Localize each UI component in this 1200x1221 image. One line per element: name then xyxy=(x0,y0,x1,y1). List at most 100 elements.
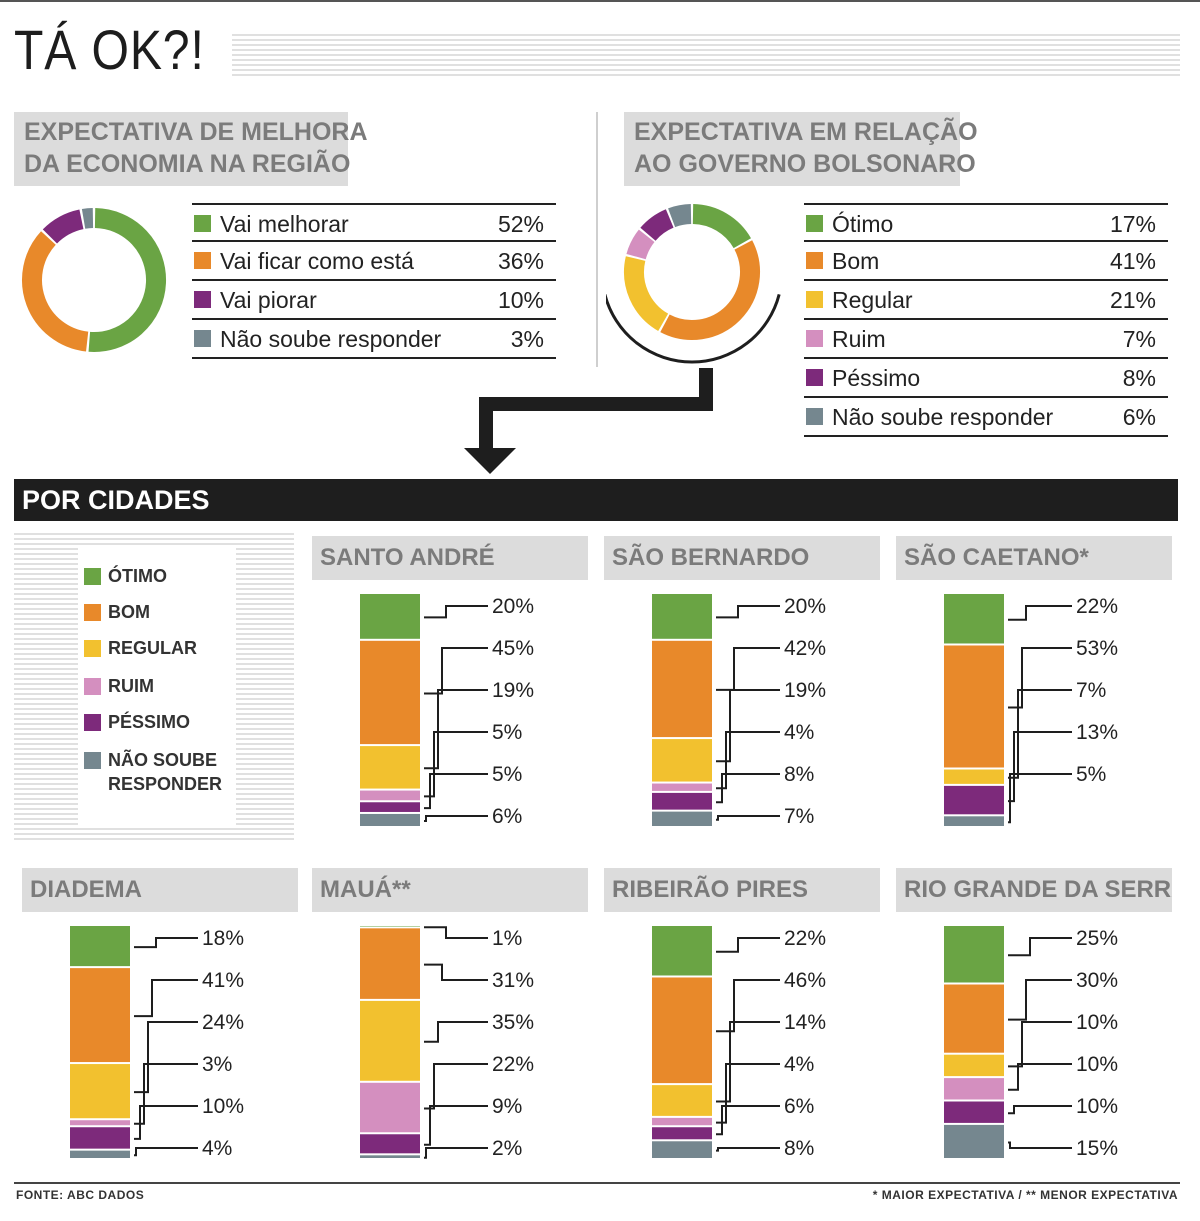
data-label-regular: 14% xyxy=(784,1011,826,1034)
arrow-to-cities xyxy=(460,364,730,479)
bar-segment-regular xyxy=(944,1055,1004,1076)
leader-line xyxy=(424,816,488,821)
city-title: SÃO BERNARDO xyxy=(604,536,880,580)
data-label-ruim: 3% xyxy=(202,1053,232,1076)
data-label-bom: 42% xyxy=(784,637,826,660)
legend-pessimo-swatch xyxy=(84,714,101,731)
city-stacked-bar-chart: 20% 42% 19% 4% 8% 7% xyxy=(604,588,880,828)
data-label-otimo: 18% xyxy=(202,927,244,950)
government-item-value: 6% xyxy=(1123,404,1156,431)
data-label-otimo: 25% xyxy=(1076,927,1118,950)
legend-regular-swatch xyxy=(84,640,101,657)
bar-segment-regular xyxy=(70,1064,130,1118)
data-label-bom: 45% xyxy=(492,637,534,660)
government-item-value: 8% xyxy=(1123,365,1156,392)
data-label-pessimo: 8% xyxy=(784,763,814,786)
bar-segment-ruim xyxy=(360,1083,420,1132)
data-label-regular: 19% xyxy=(784,679,826,702)
city-stacked-bar-chart: 1%31%35%22%9%2% xyxy=(312,920,588,1160)
bar-segment-bom xyxy=(652,977,712,1083)
government-legend-table: Ótimo 17% Bom 41% Regular 21% Ruim 7% Péssimo 8% N… xyxy=(804,203,1168,441)
data-label-pessimo: 6% xyxy=(784,1095,814,1118)
data-label-ruim: 4% xyxy=(784,721,814,744)
bar-segment-nao-soube xyxy=(360,1155,420,1158)
bar-segment-regular xyxy=(652,739,712,781)
bar-segment-otimo xyxy=(360,926,420,927)
leader-line xyxy=(424,732,488,796)
city-title: RIBEIRÃO PIRES xyxy=(604,868,880,912)
leader-line xyxy=(1008,690,1072,778)
bar-segment-otimo xyxy=(944,594,1004,643)
bar-segment-pessimo xyxy=(944,786,1004,814)
leader-line xyxy=(716,606,780,617)
economy-title-line2: DA ECONOMIA NA REGIÃO xyxy=(24,148,338,180)
leader-line xyxy=(1008,774,1072,822)
city-stacked-bar-chart: 22%53%7%13%5% xyxy=(896,588,1172,828)
slice-vai-ficar xyxy=(32,238,87,342)
bar-segment-bom xyxy=(944,985,1004,1053)
bar-segment-ruim xyxy=(360,791,420,801)
bar-segment-pessimo xyxy=(652,793,712,810)
data-label-otimo: 20% xyxy=(492,595,534,618)
data-label-nao-soube: 5% xyxy=(1076,763,1106,786)
government-item-swatch xyxy=(806,252,823,269)
government-item-row: Péssimo 8% xyxy=(804,359,1168,398)
economy-title-line1: EXPECTATIVA DE MELHORA xyxy=(24,116,338,148)
economy-item-value: 3% xyxy=(511,326,544,353)
economy-item-row: Vai piorar 10% xyxy=(192,281,556,320)
data-label-pessimo: 9% xyxy=(492,1095,522,1118)
data-label-otimo: 22% xyxy=(784,927,826,950)
bar-segment-bom xyxy=(360,928,420,999)
government-item-value: 7% xyxy=(1123,326,1156,353)
economy-item-value: 10% xyxy=(498,287,544,314)
data-label-ruim: 10% xyxy=(1076,1053,1118,1076)
data-label-nao-soube: 2% xyxy=(492,1137,522,1160)
data-label-nao-soube: 8% xyxy=(784,1137,814,1160)
leader-line xyxy=(1008,1064,1072,1090)
leader-line xyxy=(1008,1106,1072,1113)
bar-segment-ruim xyxy=(652,784,712,791)
section-divider xyxy=(596,112,598,367)
leader-line xyxy=(424,1106,488,1145)
slice-bom xyxy=(665,245,750,330)
data-label-ruim: 4% xyxy=(784,1053,814,1076)
slice-ruim xyxy=(636,236,647,257)
bar-segment-pessimo xyxy=(70,1127,130,1148)
bar-segment-pessimo xyxy=(652,1127,712,1139)
leader-line xyxy=(424,965,488,980)
footer-note: * MAIOR EXPECTATIVA / ** MENOR EXPECTATI… xyxy=(873,1188,1178,1202)
government-title: EXPECTATIVA EM RELAÇÃO AO GOVERNO BOLSON… xyxy=(624,112,960,186)
bar-segment-ruim xyxy=(944,1078,1004,1099)
data-label-otimo: 1% xyxy=(492,927,522,950)
government-item-label: Regular xyxy=(832,287,913,314)
bar-segment-regular xyxy=(652,1085,712,1116)
government-item-swatch xyxy=(806,408,823,425)
bar-segment-bom xyxy=(360,641,420,744)
economy-item-row: Vai ficar como está 36% xyxy=(192,242,556,281)
bar-segment-nao-soube xyxy=(944,816,1004,826)
data-label-pessimo: 5% xyxy=(492,763,522,786)
bottom-rule xyxy=(14,1182,1180,1184)
bar-segment-otimo xyxy=(652,926,712,975)
city-stacked-bar-chart: 20%45%19%5%5%6% xyxy=(312,588,588,828)
economy-item-value: 36% xyxy=(498,248,544,275)
government-item-swatch xyxy=(806,369,823,386)
economy-item-row: Não soube responder 3% xyxy=(192,320,556,359)
government-donut-chart xyxy=(606,196,806,376)
page-title: TÁ OK?! xyxy=(14,18,205,82)
data-label-bom: 30% xyxy=(1076,969,1118,992)
leader-line xyxy=(716,938,780,952)
leader-line xyxy=(716,816,780,820)
data-label-bom: 53% xyxy=(1076,637,1118,660)
government-item-row: Ruim 7% xyxy=(804,320,1168,359)
data-label-regular: 7% xyxy=(1076,679,1106,702)
bar-segment-pessimo xyxy=(360,802,420,812)
data-label-otimo: 20% xyxy=(784,595,826,618)
government-title-line1: EXPECTATIVA EM RELAÇÃO xyxy=(634,116,950,148)
slice-otimo xyxy=(693,214,742,243)
leader-line xyxy=(716,1064,780,1123)
government-item-label: Ótimo xyxy=(832,211,893,238)
leader-line xyxy=(134,938,198,947)
government-item-label: Bom xyxy=(832,248,879,275)
bar-segment-otimo xyxy=(360,594,420,639)
